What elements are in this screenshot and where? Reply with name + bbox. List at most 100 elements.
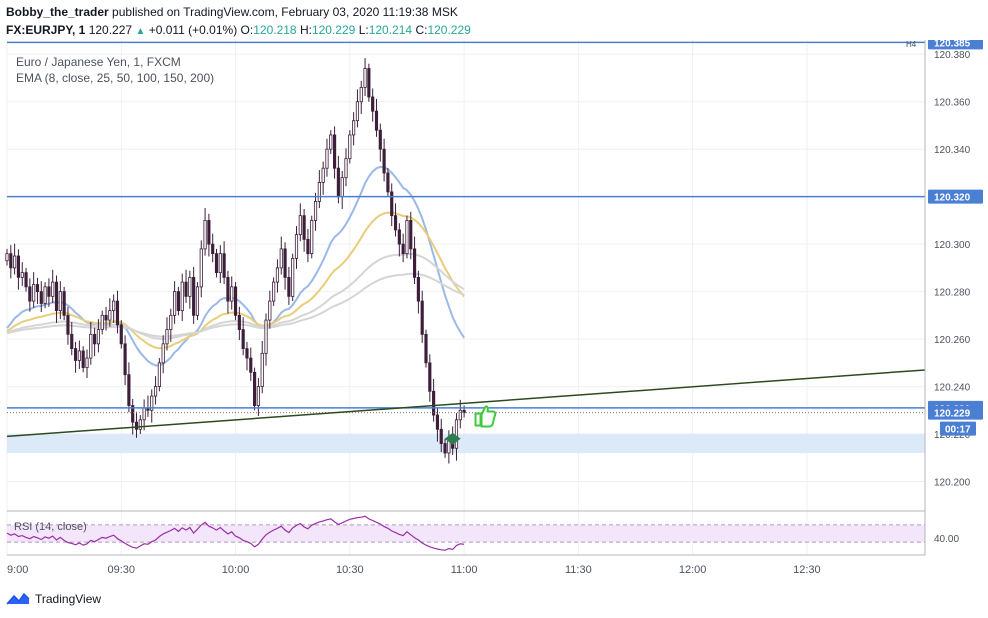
candle-body [317,182,321,202]
candle-body [9,253,13,269]
candle [73,341,78,373]
price-tick-label: 120.280 [934,288,971,299]
candle [230,276,234,310]
candle-body [77,350,81,361]
candle [344,148,348,187]
candle [13,243,17,275]
price-tick-label: 120.240 [934,383,971,394]
candle [54,275,59,323]
candle-body [192,276,196,316]
last-price: 120.227 [88,23,133,37]
candle [458,399,462,429]
support-zone [7,434,925,454]
footer-brand[interactable]: TradingView [6,592,101,606]
candle-body [222,253,226,278]
candle-body [176,291,180,312]
candle-body [310,220,314,255]
candle [439,418,443,453]
candle [298,203,302,242]
candle-body [348,134,352,160]
price-change: +0.011 (+0.01%) [148,23,238,37]
candle-body [432,390,436,416]
candle [443,438,447,458]
candle [188,270,192,309]
candle-body [268,300,272,321]
candle-body [416,276,420,302]
candle [16,249,21,290]
candle [146,395,150,417]
candle [241,317,245,356]
symbol-name[interactable]: FX:EURJPY, 1 [6,23,86,37]
candle-body [428,362,432,392]
candle-body [363,68,367,88]
candle [306,228,310,263]
time-tick-label: 9:00 [7,564,28,576]
candle-body [161,343,165,364]
price-chart[interactable]: 120.380 120.360 120.340 120.320 120.300 120.2… [0,40,988,585]
candle-body [253,371,257,406]
candle-body [28,286,32,302]
candle-body [367,68,371,98]
candle [165,317,169,351]
candle [432,378,436,422]
candle-body [58,291,62,312]
candle [222,241,226,285]
candle-body [16,255,21,278]
candle [214,248,219,278]
candle [275,259,280,293]
candle [279,236,283,275]
axes: 120.380 120.360 120.340 120.320 120.300 120.2… [7,40,983,576]
time-tick-label: 12:00 [679,564,707,576]
candle-body [127,374,131,406]
time-tick-label: 11:00 [451,564,478,576]
rsi-tick-label: 40.00 [934,534,959,545]
candle-body [424,333,428,364]
candle-body [218,253,222,274]
level-price-label-bg [928,189,983,204]
candle-body [439,428,443,444]
candle [226,270,230,314]
open-label: O: [240,23,254,37]
candle [317,170,321,209]
candle [131,398,135,435]
candle-body [233,286,238,316]
ema-legend[interactable]: EMA (8, close, 25, 50, 100, 150, 200) [16,71,215,85]
price-tick-label: 120.340 [934,145,971,156]
candle [294,226,299,269]
time-tick-label: 12:30 [793,564,821,576]
instrument-legend[interactable]: Euro / Japanese Yen, 1, FXCM [16,55,181,69]
rsi-legend[interactable]: RSI (14, close) [14,521,87,533]
candle [253,367,257,411]
candle [237,306,241,341]
levels [7,41,925,414]
candle-body [180,281,184,312]
thumbs-up-shape [474,405,497,428]
candle-body [165,329,169,345]
symbol-info: FX:EURJPY, 1 120.227 ▲ +0.011 (+0.01%) O… [6,23,471,37]
candle-body [378,129,382,150]
candle [203,208,207,256]
candle [150,389,154,423]
candle-body [85,357,89,368]
chart-grid [6,40,925,555]
candle-body [184,281,188,297]
candle-body [112,300,116,312]
candle [123,335,127,386]
candle-body [142,407,146,421]
candle [340,171,344,210]
candle [401,233,405,263]
price-tick-label: 120.260 [934,335,971,346]
author-name[interactable]: Bobby_the_trader [6,5,109,19]
candle-body [24,272,28,288]
candle [363,58,367,97]
candle [119,320,123,349]
brand-text: TradingView [35,592,102,606]
candle [195,282,200,321]
candle-body [93,333,97,345]
candle [70,322,74,356]
candle [211,233,215,263]
candle-body [405,220,409,255]
candle [352,112,356,146]
candle [264,313,268,366]
candle-body [230,286,234,302]
